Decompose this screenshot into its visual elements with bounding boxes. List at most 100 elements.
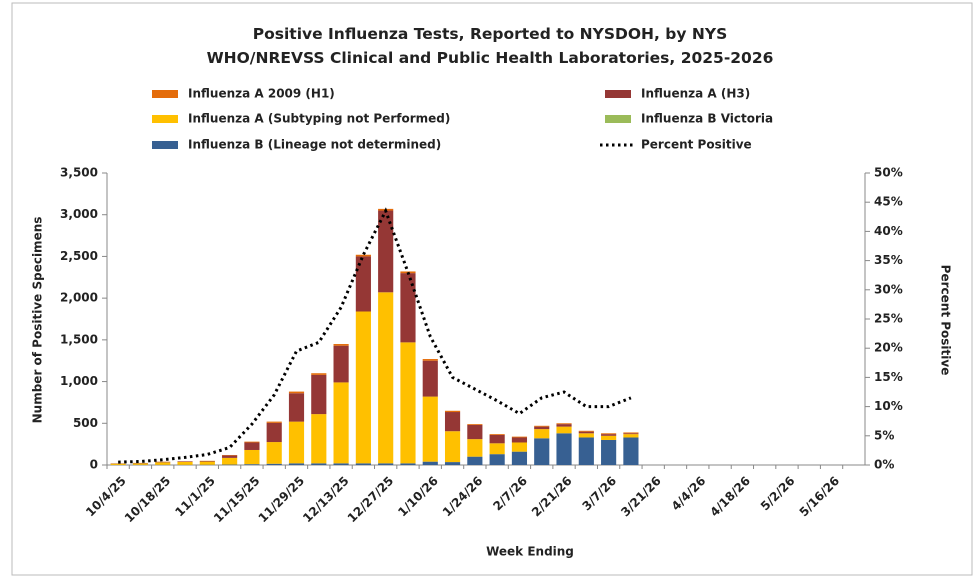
bar-segment [467,424,483,425]
x-tick-label: 11/1/25 [172,474,218,520]
y2-tick-label: 0% [874,458,894,472]
bar-segment [578,430,594,432]
bar-segment [534,425,550,427]
x-tick-label: 1/10/26 [395,474,441,520]
x-tick-label: 12/13/25 [300,474,352,526]
bar-segment [444,431,461,463]
bar-segment [378,292,394,464]
bar-segment [333,345,349,383]
bar-segment [177,461,193,462]
bar-segment [400,273,416,343]
bar-segment [489,454,505,465]
chart-title: Positive Influenza Tests, Reported to NY… [206,25,774,67]
x-tick-label: 3/21/26 [618,474,664,520]
y2-axis-title: Percent Positive [939,265,953,376]
bar-segment [333,344,349,346]
x-tick-label: 5/2/26 [758,474,798,514]
bar-segment [467,439,483,457]
y2-tick-label: 30% [874,282,903,296]
bar-segment [266,422,282,443]
bar-segment [266,442,282,464]
bar-segment [556,423,572,425]
bar-segment [288,391,305,394]
x-tick-label: 10/18/25 [122,474,174,526]
y2-tick-label: 5% [874,428,894,442]
y-tick-label: 2,500 [60,249,98,263]
bar-segment [110,463,126,465]
percent-line [118,207,632,464]
x-tick-label: 2/7/26 [490,474,530,514]
bar-segment [534,438,550,465]
legend-label: Influenza A (Subtyping not Performed) [188,112,450,126]
legend-swatch [152,141,178,149]
x-tick-label: 10/4/25 [83,474,129,520]
bar-segment [288,421,305,464]
y2-tick-label: 35% [874,253,903,267]
bar-segment [422,461,438,465]
x-tick-label: 2/21/26 [529,474,575,520]
bar-segment [556,426,572,434]
bar-segment [489,434,505,435]
bar-segment [311,373,327,375]
bar-segment [400,463,416,465]
y2-tick-label: 15% [874,370,903,384]
bar-segment [422,360,438,397]
bar-segment [467,456,483,465]
bar-segment [355,311,371,464]
bar-segment [578,433,594,438]
bar-segment [444,410,461,413]
bar-segment [311,374,327,415]
bar-segment [333,463,349,465]
legend-swatch [605,115,631,123]
y-tick-label: 3,000 [60,207,98,221]
bar-segment [601,435,617,440]
legend-label: Influenza A 2009 (H1) [188,87,335,101]
bar-segment [155,461,171,463]
x-tick-label: 12/27/25 [345,474,397,526]
y-tick-label: 3,500 [60,166,98,180]
bar-segment [266,463,282,465]
legend-label: Percent Positive [641,138,752,152]
bar-segment [244,464,260,465]
bar-segment [601,434,617,436]
bar-segment [199,461,215,465]
bar-segment [422,359,438,361]
x-tick-label: 11/15/25 [211,474,263,526]
bar-segment [177,461,193,465]
bar-segment [511,442,528,452]
bar-segment [222,457,238,465]
legend-swatch [605,90,631,98]
bar-segment [333,382,349,464]
bar-segment [623,432,639,434]
y-tick-label: 500 [73,416,98,430]
bar-segment [355,463,371,465]
bar-segment [511,451,528,465]
bar-segment [444,412,461,432]
bar-segment [244,442,260,450]
x-tick-label: 5/16/26 [797,474,843,520]
x-tick-label: 4/18/26 [707,474,753,520]
bar-segment [288,463,305,465]
bar-segment [311,414,327,464]
x-axis-title: Week Ending [486,545,574,559]
bar-segment [288,393,305,422]
bar-segment [311,463,327,465]
bar-segment [422,396,438,462]
bar-segment [511,437,528,443]
y2-tick-label: 10% [874,399,903,413]
y2-tick-label: 25% [874,312,903,326]
legend-swatch [152,90,178,98]
bar-segment [266,421,282,423]
bar-segment [534,426,550,430]
legend-label: Influenza B (Lineage not determined) [188,138,441,152]
bar-segment [578,437,594,465]
bar-segment [132,463,149,465]
y2-tick-label: 20% [874,341,903,355]
y-axis-title: Number of Positive Specimens [31,217,45,424]
bar-segment [467,424,483,440]
bar-segment [601,433,617,435]
bar-segment [623,434,639,438]
bar-segment [355,254,371,257]
y-tick-label: 2,000 [60,291,98,305]
bar-segment [578,431,594,434]
